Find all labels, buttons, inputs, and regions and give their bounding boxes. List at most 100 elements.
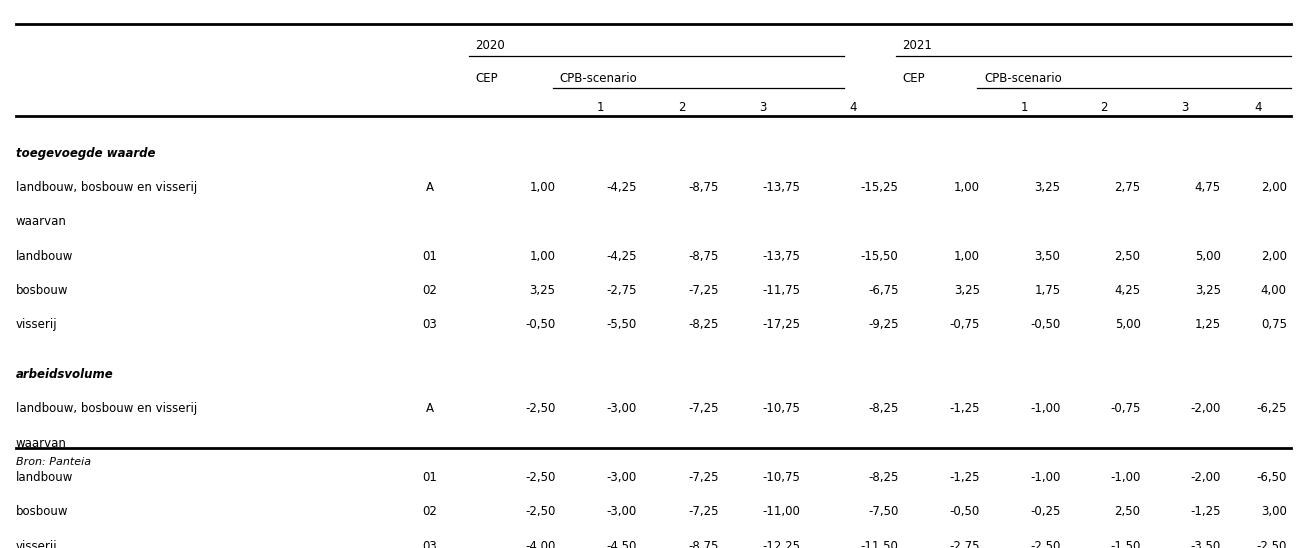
Text: -6,25: -6,25 [1256,402,1287,415]
Text: -7,50: -7,50 [868,505,898,518]
Text: 03: 03 [422,318,437,332]
Text: 1,25: 1,25 [1195,318,1221,332]
Text: -2,50: -2,50 [525,471,555,484]
Text: -2,50: -2,50 [1030,540,1061,548]
Text: -4,25: -4,25 [607,181,637,194]
Text: -0,50: -0,50 [950,505,980,518]
Text: 3,50: 3,50 [1035,250,1061,262]
Text: waarvan: waarvan [16,437,66,449]
Text: -3,00: -3,00 [607,505,637,518]
Text: 01: 01 [422,250,437,262]
Text: CPB-scenario: CPB-scenario [559,72,637,84]
Text: 5,00: 5,00 [1195,250,1221,262]
Text: landbouw: landbouw [16,471,73,484]
Text: 2,00: 2,00 [1261,181,1287,194]
Text: 2021: 2021 [902,39,932,52]
Text: -1,00: -1,00 [1030,471,1061,484]
Text: -15,50: -15,50 [861,250,898,262]
Text: -0,75: -0,75 [950,318,980,332]
Text: CPB-scenario: CPB-scenario [984,72,1062,84]
Text: 2,75: 2,75 [1114,181,1140,194]
Text: -8,75: -8,75 [688,540,719,548]
Text: -3,50: -3,50 [1191,540,1221,548]
Text: 1,75: 1,75 [1035,284,1061,297]
Text: 2,00: 2,00 [1261,250,1287,262]
Text: -10,75: -10,75 [762,402,801,415]
Text: 1,00: 1,00 [529,250,555,262]
Text: -7,25: -7,25 [688,402,719,415]
Text: 3,25: 3,25 [1195,284,1221,297]
Text: 3,25: 3,25 [529,284,555,297]
Text: -8,25: -8,25 [868,402,898,415]
Text: -3,00: -3,00 [607,402,637,415]
Text: -4,25: -4,25 [607,250,637,262]
Text: -7,25: -7,25 [688,505,719,518]
Text: toegevoegde waarde: toegevoegde waarde [16,146,155,159]
Text: 1,00: 1,00 [529,181,555,194]
Text: -6,50: -6,50 [1257,471,1287,484]
Text: -1,25: -1,25 [1191,505,1221,518]
Text: -2,50: -2,50 [1257,540,1287,548]
Text: 03: 03 [422,540,437,548]
Text: -1,50: -1,50 [1110,540,1140,548]
Text: -13,75: -13,75 [762,250,801,262]
Text: -5,50: -5,50 [607,318,637,332]
Text: 2,50: 2,50 [1114,505,1140,518]
Text: 2: 2 [1101,101,1108,115]
Text: 1: 1 [597,101,604,115]
Text: 3: 3 [759,101,767,115]
Text: -2,00: -2,00 [1191,402,1221,415]
Text: -2,75: -2,75 [607,284,637,297]
Text: 4,25: 4,25 [1114,284,1140,297]
Text: A: A [426,402,434,415]
Text: 2,50: 2,50 [1114,250,1140,262]
Text: 2: 2 [679,101,685,115]
Text: -8,25: -8,25 [688,318,719,332]
Text: -15,25: -15,25 [861,181,898,194]
Text: -2,50: -2,50 [525,505,555,518]
Text: landbouw: landbouw [16,250,73,262]
Text: 01: 01 [422,471,437,484]
Text: -17,25: -17,25 [762,318,801,332]
Text: -1,00: -1,00 [1030,402,1061,415]
Text: 1: 1 [1020,101,1028,115]
Text: -1,25: -1,25 [949,471,980,484]
Text: -7,25: -7,25 [688,284,719,297]
Text: CEP: CEP [476,72,498,84]
Text: -3,00: -3,00 [607,471,637,484]
Text: 1,00: 1,00 [954,250,980,262]
Text: 3,25: 3,25 [954,284,980,297]
Text: -9,25: -9,25 [868,318,898,332]
Text: 5,00: 5,00 [1114,318,1140,332]
Text: -13,75: -13,75 [762,181,801,194]
Text: 4: 4 [849,101,857,115]
Text: -6,75: -6,75 [868,284,898,297]
Text: -0,25: -0,25 [1030,505,1061,518]
Text: 0,75: 0,75 [1261,318,1287,332]
Text: 02: 02 [422,505,437,518]
Text: 4,75: 4,75 [1195,181,1221,194]
Text: 3,00: 3,00 [1261,505,1287,518]
Text: -4,50: -4,50 [607,540,637,548]
Text: -2,50: -2,50 [525,402,555,415]
Text: -0,50: -0,50 [1030,318,1061,332]
Text: waarvan: waarvan [16,215,66,229]
Text: -11,00: -11,00 [762,505,801,518]
Text: -11,50: -11,50 [861,540,898,548]
Text: -2,75: -2,75 [949,540,980,548]
Text: -2,00: -2,00 [1191,471,1221,484]
Text: landbouw, bosbouw en visserij: landbouw, bosbouw en visserij [16,181,198,194]
Text: landbouw, bosbouw en visserij: landbouw, bosbouw en visserij [16,402,198,415]
Text: -0,75: -0,75 [1110,402,1140,415]
Text: -1,25: -1,25 [949,402,980,415]
Text: arbeidsvolume: arbeidsvolume [16,368,113,381]
Text: visserij: visserij [16,318,57,332]
Text: -10,75: -10,75 [762,471,801,484]
Text: -11,75: -11,75 [762,284,801,297]
Text: -1,00: -1,00 [1110,471,1140,484]
Text: bosbouw: bosbouw [16,284,68,297]
Text: A: A [426,181,434,194]
Text: 4,00: 4,00 [1261,284,1287,297]
Text: -7,25: -7,25 [688,471,719,484]
Text: 2020: 2020 [476,39,504,52]
